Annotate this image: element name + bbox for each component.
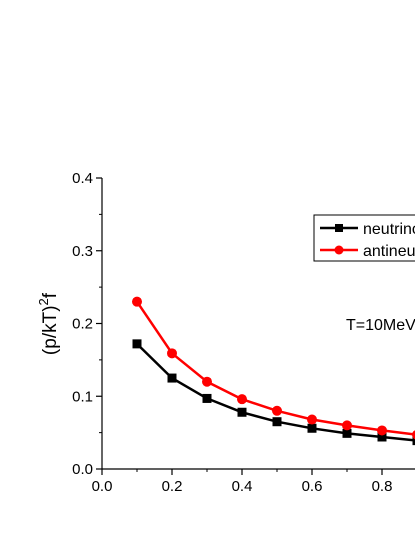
data-point-antineutrino (237, 394, 247, 404)
legend: neutrino antineutrino (314, 215, 415, 261)
y-tick-label: 0.1 (72, 388, 93, 405)
y-tick-label: 0.3 (72, 243, 93, 260)
legend-label-antineutrino: antineutrino (363, 243, 415, 260)
y-tick-label: 0.4 (72, 170, 93, 187)
y-tick-label: 0.0 (72, 461, 93, 478)
legend-marker-antineutrino (335, 246, 344, 255)
temperature-annotation: T=10MeV (346, 317, 415, 334)
data-point-neutrino (133, 339, 142, 348)
data-point-antineutrino (342, 420, 352, 430)
y-axis-label-tail: f (40, 292, 61, 298)
x-tick-label: 0.8 (372, 478, 393, 495)
data-point-antineutrino (307, 415, 317, 425)
x-tick-label: 0.0 (92, 478, 113, 495)
data-point-antineutrino (132, 297, 142, 307)
data-point-neutrino (203, 394, 212, 403)
y-axis-label: (p/kT)2f (36, 292, 61, 355)
data-point-neutrino (168, 374, 177, 383)
data-point-neutrino (273, 417, 282, 426)
legend-marker-neutrino (335, 224, 343, 232)
svg-text:(p/kT)2f: (p/kT)2f (36, 292, 61, 355)
y-axis-label-base: (p/kT) (40, 305, 61, 355)
data-point-antineutrino (202, 377, 212, 387)
data-point-neutrino (238, 408, 247, 417)
legend-label-neutrino: neutrino (363, 221, 415, 238)
y-tick-label: 0.2 (72, 316, 93, 333)
data-point-antineutrino (272, 406, 282, 416)
data-point-antineutrino (167, 348, 177, 358)
x-tick-label: 0.6 (302, 478, 323, 495)
data-point-antineutrino (377, 425, 387, 435)
data-point-neutrino (308, 424, 317, 433)
x-tick-label: 0.2 (162, 478, 183, 495)
x-tick-label: 0.4 (232, 478, 253, 495)
y-axis-label-sup: 2 (36, 298, 51, 305)
